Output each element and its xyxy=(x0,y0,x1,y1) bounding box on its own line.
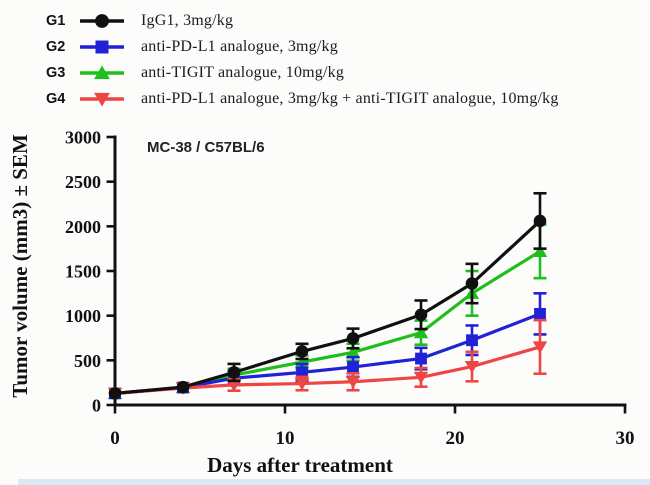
svg-text:0: 0 xyxy=(92,396,101,416)
bottom-strip xyxy=(18,479,650,485)
svg-text:2500: 2500 xyxy=(65,172,101,192)
legend-entry-label: anti-TIGIT analogue, 10mg/kg xyxy=(141,64,345,81)
svg-text:3000: 3000 xyxy=(65,128,101,148)
svg-text:Tumor volume (mm3) ± SEM: Tumor volume (mm3) ± SEM xyxy=(8,134,32,398)
triangle-up-marker-icon xyxy=(78,64,128,82)
legend-group-label: G1 xyxy=(46,13,66,29)
svg-text:20: 20 xyxy=(446,428,465,449)
svg-text:Days after treatment: Days after treatment xyxy=(207,453,393,477)
svg-text:0: 0 xyxy=(110,428,120,449)
legend-item-g4: G4 anti-PD-L1 analogue, 3mg/kg + anti-TI… xyxy=(46,88,559,110)
svg-text:MC-38 / C57BL/6: MC-38 / C57BL/6 xyxy=(147,139,265,156)
svg-text:1500: 1500 xyxy=(65,262,101,282)
legend-entry-label: anti-PD-L1 analogue, 3mg/kg xyxy=(141,38,338,55)
svg-text:10: 10 xyxy=(276,428,295,449)
legend-group-label: G2 xyxy=(46,39,66,55)
svg-text:30: 30 xyxy=(616,428,635,449)
chart-legend: G1 IgG1, 3mg/kg G2 anti-PD-L1 analogue, … xyxy=(0,0,650,112)
circle-marker-icon xyxy=(78,12,128,30)
legend-item-g2: G2 anti-PD-L1 analogue, 3mg/kg xyxy=(46,36,338,58)
svg-text:1000: 1000 xyxy=(65,306,101,326)
svg-text:2000: 2000 xyxy=(65,217,101,237)
legend-group-label: G3 xyxy=(46,65,66,81)
legend-item-g1: G1 IgG1, 3mg/kg xyxy=(46,10,233,32)
legend-entry-label: anti-PD-L1 analogue, 3mg/kg + anti-TIGIT… xyxy=(141,90,559,107)
legend-entry-label: IgG1, 3mg/kg xyxy=(141,12,234,29)
svg-text:500: 500 xyxy=(74,351,101,371)
legend-group-label: G4 xyxy=(46,91,66,107)
triangle-down-marker-icon xyxy=(78,90,128,108)
square-marker-icon xyxy=(78,38,128,56)
legend-item-g3: G3 anti-TIGIT analogue, 10mg/kg xyxy=(46,62,344,84)
